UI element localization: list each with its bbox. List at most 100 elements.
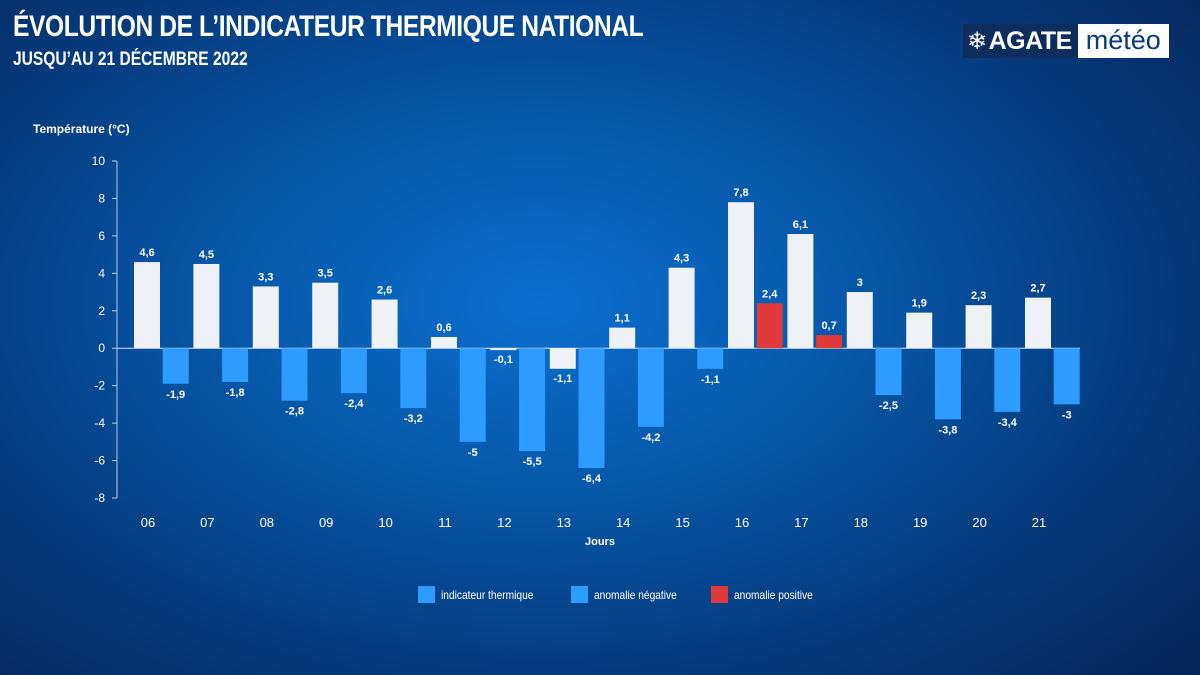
indicateur-bar: [906, 312, 933, 349]
indicateur-bar: [193, 263, 220, 349]
indicateur-data-label: -0,1: [494, 354, 513, 366]
anomalie-data-label: -3,4: [998, 417, 1018, 429]
indicateur-data-label: 3,5: [318, 268, 333, 280]
indicateur-bar: [965, 305, 992, 349]
logo-brand-text: AGATE: [988, 26, 1073, 55]
anomalie-negative-bar: [934, 348, 961, 420]
x-tick-label: 19: [913, 515, 927, 530]
logo-brand-block: ❄ AGATE: [963, 24, 1078, 58]
indicateur-bar: [787, 234, 814, 349]
x-tick-label: 13: [557, 515, 571, 530]
anomalie-data-label: -1,9: [166, 389, 185, 401]
y-tick-label: 0: [98, 341, 105, 355]
y-tick-label: 6: [98, 229, 105, 243]
indicateur-data-label: 2,3: [971, 290, 986, 302]
legend-label-anomalie-positive: anomalie positive: [734, 587, 813, 602]
anomalie-negative-bar: [281, 348, 308, 401]
indicateur-bar: [846, 292, 873, 349]
x-tick-label: 21: [1032, 515, 1046, 530]
x-tick-label: 12: [497, 515, 511, 530]
anomalie-data-label: 0,7: [821, 320, 836, 332]
indicateur-data-label: 7,8: [733, 187, 748, 199]
anomalie-negative-bar: [1053, 348, 1080, 405]
indicateur-bar: [431, 336, 457, 349]
agate-meteo-logo: ❄ AGATE météo: [963, 24, 1169, 58]
x-tick-label: 06: [141, 515, 155, 530]
indicateur-data-label: 4,6: [139, 247, 154, 259]
indicateur-data-label: 3,3: [258, 271, 273, 283]
indicateur-data-label: -1,1: [553, 373, 572, 385]
anomalie-data-label: -6,4: [582, 473, 602, 485]
anomalie-data-label: -3: [1062, 409, 1072, 421]
indicateur-data-label: 2,7: [1030, 283, 1045, 295]
legend-swatch-anomalie-positive: [711, 586, 728, 603]
x-tick-label: 18: [854, 515, 868, 530]
anomalie-data-label: -4,2: [641, 432, 660, 444]
indicateur-data-label: 6,1: [793, 219, 808, 231]
anomalie-positive-bar: [756, 303, 783, 349]
x-tick-label: 15: [675, 515, 689, 530]
anomalie-negative-bar: [637, 348, 664, 427]
indicateur-data-label: 4,3: [674, 253, 689, 265]
indicateur-bar: [728, 202, 754, 349]
indicateur-data-label: 1,1: [615, 313, 630, 325]
y-tick-label: -8: [94, 491, 105, 505]
anomalie-negative-bar: [875, 348, 902, 396]
anomalie-negative-bar: [400, 348, 427, 409]
anomalie-negative-bar: [340, 348, 367, 394]
anomalie-data-label: -5,5: [523, 456, 542, 468]
x-tick-label: 07: [200, 515, 214, 530]
indicateur-bar: [609, 327, 636, 349]
indicateur-data-label: 2,6: [377, 285, 392, 297]
anomalie-negative-bar: [519, 348, 546, 452]
x-tick-label: 09: [319, 515, 333, 530]
anomalie-data-label: -5: [468, 447, 478, 459]
indicateur-bar: [490, 348, 517, 351]
legend-item-anomalie-negative: anomalie négative: [571, 586, 691, 603]
anomalie-positive-bar: [816, 335, 843, 349]
logo-suffix-text: météo: [1085, 24, 1161, 55]
indicateur-bar: [134, 262, 160, 349]
anomalie-negative-bar: [697, 348, 724, 369]
indicateur-data-label: 3: [857, 277, 863, 289]
anomalie-data-label: -2,5: [879, 400, 898, 412]
legend-label-indicateur: indicateur thermique: [441, 587, 534, 602]
chart-legend: indicateur thermique anomalie négative a…: [0, 586, 1200, 606]
anomalie-data-label: -1,8: [226, 387, 245, 399]
anomalie-negative-bar: [459, 348, 486, 442]
anomalie-negative-bar: [578, 348, 605, 469]
y-tick-label: -4: [94, 416, 105, 430]
x-tick-label: 11: [438, 515, 452, 530]
y-tick-label: -6: [94, 454, 105, 468]
anomalie-data-label: -1,1: [701, 374, 720, 386]
x-tick-label: 16: [735, 515, 749, 530]
snowflake-icon: ❄: [967, 27, 987, 55]
anomalie-data-label: -2,4: [344, 398, 364, 410]
y-tick-label: 4: [98, 266, 105, 280]
indicateur-bar: [371, 299, 398, 349]
legend-swatch-anomalie-negative: [571, 586, 588, 603]
indicateur-bar: [312, 282, 339, 349]
legend-item-anomalie-positive: anomalie positive: [711, 586, 827, 603]
y-tick-label: -2: [94, 379, 105, 393]
legend-item-indicateur: indicateur thermique: [418, 586, 550, 603]
anomalie-data-label: 2,4: [762, 288, 778, 300]
indicateur-bar: [252, 286, 279, 349]
x-tick-label: 17: [794, 515, 808, 530]
x-tick-label: 20: [972, 515, 986, 530]
x-axis-label: Jours: [585, 536, 615, 548]
anomalie-data-label: -3,8: [938, 424, 957, 436]
anomalie-negative-bar: [222, 348, 249, 382]
anomalie-negative-bar: [994, 348, 1021, 412]
x-tick-label: 14: [616, 515, 630, 530]
legend-label-anomalie-negative: anomalie négative: [594, 587, 677, 602]
legend-swatch-indicateur: [418, 586, 435, 603]
logo-suffix-block: météo: [1077, 24, 1169, 58]
indicateur-data-label: 1,9: [912, 298, 927, 310]
indicateur-data-label: 4,5: [199, 249, 214, 261]
indicateur-bar: [549, 348, 576, 369]
anomalie-negative-bar: [162, 348, 189, 384]
x-tick-label: 08: [260, 515, 274, 530]
anomalie-data-label: -2,8: [285, 406, 304, 418]
